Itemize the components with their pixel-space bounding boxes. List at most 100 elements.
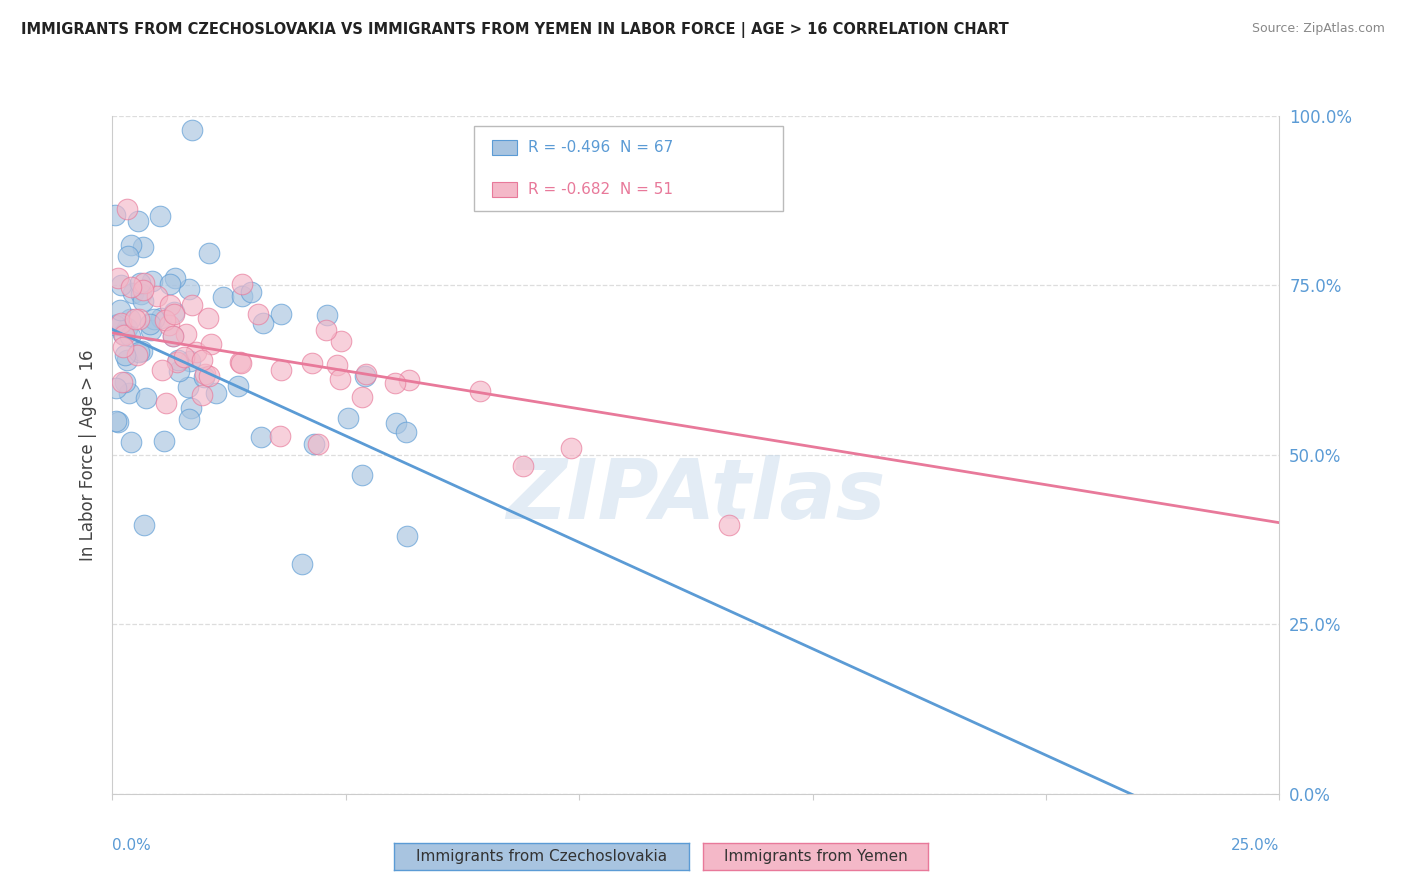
Text: 25.0%: 25.0% [1232, 838, 1279, 853]
Point [117, 249, 139, 263]
Text: Source: ZipAtlas.com: Source: ZipAtlas.com [1251, 22, 1385, 36]
Point [107, 317, 129, 331]
Point [115, 352, 138, 367]
Text: R = -0.496  N = 67: R = -0.496 N = 67 [527, 139, 673, 154]
Text: R = -0.682  N = 51: R = -0.682 N = 51 [527, 183, 673, 197]
Point [301, 356, 323, 370]
Point [330, 334, 353, 348]
Point [112, 328, 135, 343]
Text: 0.0%: 0.0% [112, 838, 152, 853]
Point [159, 277, 181, 292]
Point [181, 298, 204, 312]
Text: Immigrants from Yemen: Immigrants from Yemen [724, 849, 907, 863]
Point [128, 312, 150, 326]
Point [167, 364, 190, 378]
Point [132, 294, 155, 309]
Point [470, 384, 492, 398]
Point [197, 310, 219, 325]
Point [112, 340, 135, 354]
Point [352, 390, 374, 404]
Point [166, 355, 188, 369]
Point [114, 348, 136, 362]
Point [181, 122, 204, 136]
Point [142, 312, 165, 326]
Point [114, 375, 136, 389]
Point [354, 369, 377, 384]
Point [329, 372, 352, 386]
Point [205, 385, 228, 400]
Point [231, 277, 253, 291]
Point [163, 305, 186, 319]
Point [120, 238, 142, 252]
Point [153, 312, 176, 326]
Point [167, 353, 190, 368]
Point [141, 275, 163, 289]
Point [104, 208, 127, 222]
Text: ZIPAtlas: ZIPAtlas [506, 455, 886, 536]
Point [198, 245, 221, 260]
Point [132, 517, 155, 532]
Point [193, 370, 215, 384]
Point [162, 307, 184, 321]
Point [512, 458, 534, 473]
Point [132, 239, 155, 253]
Point [315, 309, 337, 323]
Point [384, 416, 406, 430]
Point [240, 285, 263, 300]
Point [124, 312, 146, 326]
Point [179, 282, 201, 296]
Point [129, 276, 152, 290]
Point [135, 392, 157, 406]
Point [128, 345, 150, 359]
Point [315, 323, 337, 337]
Point [118, 328, 141, 343]
Point [177, 411, 200, 425]
Point [111, 375, 134, 389]
Point [155, 396, 177, 410]
Point [226, 379, 249, 393]
Point [110, 316, 132, 330]
Point [173, 350, 195, 364]
Point [352, 468, 374, 483]
Point [127, 213, 149, 227]
FancyBboxPatch shape [474, 126, 783, 211]
Point [132, 283, 155, 297]
Point [146, 289, 169, 303]
Point [200, 336, 222, 351]
Point [246, 307, 269, 321]
Point [118, 312, 141, 326]
Point [104, 318, 127, 333]
Point [112, 326, 135, 341]
Point [120, 280, 142, 294]
Point [270, 363, 292, 377]
Point [395, 425, 418, 440]
Point [398, 374, 420, 388]
FancyBboxPatch shape [492, 183, 517, 197]
Point [105, 381, 128, 395]
Point [198, 369, 221, 384]
Point [191, 388, 214, 402]
Point [194, 367, 217, 381]
Point [117, 202, 139, 216]
Point [110, 302, 132, 317]
Point [107, 271, 129, 285]
Point [132, 277, 155, 291]
Point [110, 277, 132, 292]
Point [212, 290, 235, 304]
Point [138, 318, 160, 332]
Point [231, 356, 253, 370]
Point [718, 517, 741, 532]
Point [231, 289, 253, 303]
Point [159, 298, 181, 312]
Point [354, 368, 377, 382]
Point [157, 318, 180, 333]
Point [560, 441, 582, 455]
Point [152, 434, 174, 448]
Point [149, 209, 172, 223]
Point [249, 430, 271, 444]
Point [307, 437, 329, 451]
Point [131, 287, 153, 301]
Point [269, 428, 291, 442]
Point [384, 376, 406, 390]
Point [229, 355, 252, 369]
